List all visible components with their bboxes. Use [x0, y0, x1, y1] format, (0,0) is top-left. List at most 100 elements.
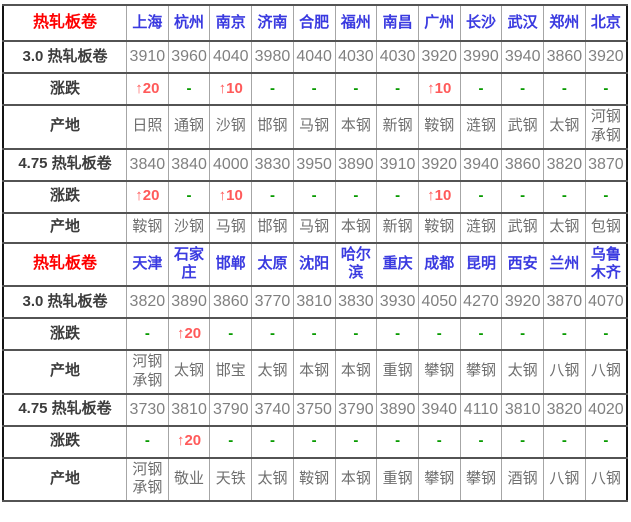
origin-value: 八钢	[549, 469, 580, 487]
price-value-cell: 3860	[209, 285, 253, 319]
change-none-cell: -	[459, 72, 503, 106]
change-none-cell: -	[501, 424, 545, 459]
change-none: -	[478, 432, 484, 450]
change-none-cell: -	[501, 72, 545, 106]
origin-value: 八钢	[549, 362, 580, 380]
origin-value: 天铁	[215, 469, 246, 487]
origin-value-cell: 新钢	[376, 211, 419, 244]
origin-value-cell: 太钢	[501, 349, 545, 395]
origin-value-cell: 本钢	[292, 349, 336, 395]
city-header: 哈尔滨	[340, 245, 371, 282]
origin-value-cell: 鞍钢	[417, 104, 461, 150]
price-value-cell: 3950	[292, 147, 336, 182]
price-row: 4.75 热轧板卷 3730 3810 3790 3740 3750 3790 3890 394…	[2, 392, 628, 427]
origin-value-cell: 八钢	[543, 456, 586, 502]
change-none: -	[603, 432, 609, 450]
price-value: 3730	[129, 400, 166, 418]
city-header: 太原	[257, 254, 288, 272]
change-row: 涨跌 ↑20 - ↑10 - - - - ↑10 - - - -	[2, 179, 628, 214]
change-none-cell: -	[292, 72, 336, 106]
price-value: 3930	[379, 293, 416, 310]
change-none-cell: -	[376, 424, 419, 459]
city-header-cell: 太原	[251, 241, 294, 287]
origin-value-cell: 鞍钢	[292, 456, 336, 502]
origin-value: 马钢	[299, 117, 330, 135]
change-none: -	[478, 324, 484, 342]
origin-value-cell: 太钢	[251, 456, 294, 502]
price-value-cell: 3960	[167, 40, 211, 74]
row-label: 涨跌	[49, 324, 80, 342]
price-value: 3960	[171, 48, 207, 65]
change-none: -	[353, 187, 359, 205]
origin-value: 攀钢	[424, 362, 455, 380]
city-header-cell: 长沙	[459, 4, 503, 42]
change-none: -	[395, 432, 401, 450]
hot-rolled-coil-price-table: 热轧板卷 上海 杭州 南京 济南 合肥 福州 南昌 广州 长沙 武汉 郑州 北京 3.0 热轧板卷 3910…	[2, 4, 628, 502]
row-label-cell: 涨跌	[2, 179, 127, 214]
change-none-cell: -	[209, 424, 253, 459]
change-none-cell: -	[209, 317, 253, 351]
city-header-cell: 南京	[209, 4, 253, 42]
price-value: 3860	[546, 48, 583, 65]
origin-value-cell: 马钢	[292, 211, 336, 244]
price-value-cell: 4030	[376, 40, 419, 74]
city-header-cell: 西安	[501, 241, 545, 287]
change-none: -	[561, 324, 567, 342]
change-none-cell: -	[417, 424, 461, 459]
origin-value-cell: 本钢	[334, 349, 378, 395]
city-header-row: 热轧板卷 天津 石家庄 邯郸 太原 沈阳 哈尔滨 重庆 成都 昆明 西安 兰州 乌鲁木齐	[2, 241, 628, 287]
price-value-cell: 3810	[167, 392, 211, 427]
price-value-cell: 3910	[376, 147, 419, 182]
price-value: 3920	[504, 293, 541, 310]
city-header: 邯郸	[215, 254, 246, 272]
city-header: 兰州	[549, 254, 580, 272]
price-value: 3860	[504, 155, 541, 173]
origin-value: 马钢	[299, 218, 330, 236]
price-value-cell: 3810	[501, 392, 545, 427]
price-value: 3910	[379, 155, 416, 173]
origin-value: 本钢	[340, 469, 371, 487]
origin-value: 包钢	[590, 218, 621, 236]
row-label: 4.75 热轧板卷	[18, 400, 112, 418]
price-value-cell: 3920	[501, 285, 545, 319]
row-label: 涨跌	[49, 79, 80, 97]
price-value-cell: 3750	[292, 392, 336, 427]
origin-value-cell: 鞍钢	[126, 211, 169, 244]
city-header: 北京	[590, 13, 621, 31]
origin-value: 沙钢	[174, 218, 205, 236]
origin-value: 河钢承钢	[590, 108, 621, 144]
row-label-cell: 产地	[2, 456, 127, 502]
origin-value-cell: 本钢	[334, 456, 378, 502]
change-none: -	[395, 79, 401, 97]
origin-value-cell: 攀钢	[459, 349, 503, 395]
origin-value: 新钢	[382, 218, 413, 236]
price-value: 3990	[463, 48, 499, 65]
change-none-cell: -	[376, 317, 419, 351]
price-value-cell: 3860	[501, 147, 545, 182]
city-header: 济南	[257, 13, 288, 31]
city-header-cell: 福州	[334, 4, 378, 42]
price-value-cell: 4070	[584, 285, 628, 319]
row-label-cell: 3.0 热轧板卷	[2, 285, 127, 319]
price-value-cell: 4270	[459, 285, 503, 319]
price-value-cell: 3890	[167, 285, 211, 319]
change-up: ↑20	[135, 187, 160, 205]
origin-value: 太钢	[549, 218, 580, 236]
price-value: 3830	[254, 155, 291, 173]
price-value: 3810	[296, 293, 332, 310]
price-value: 4000	[212, 155, 249, 173]
price-value-cell: 3870	[584, 147, 628, 182]
origin-value: 攀钢	[465, 469, 496, 487]
change-none: -	[269, 187, 275, 205]
change-none: -	[311, 432, 317, 450]
price-value: 4020	[588, 400, 624, 418]
city-header-cell: 沈阳	[292, 241, 336, 287]
origin-value: 邯钢	[257, 117, 288, 135]
change-none-cell: -	[417, 317, 461, 351]
city-header: 乌鲁木齐	[590, 245, 621, 282]
price-row: 4.75 热轧板卷 3840 3840 4000 3830 3950 3890 3910 392…	[2, 147, 628, 182]
origin-value-cell: 武钢	[501, 104, 545, 150]
origin-value: 重钢	[382, 469, 413, 487]
origin-value: 鞍钢	[424, 218, 455, 236]
